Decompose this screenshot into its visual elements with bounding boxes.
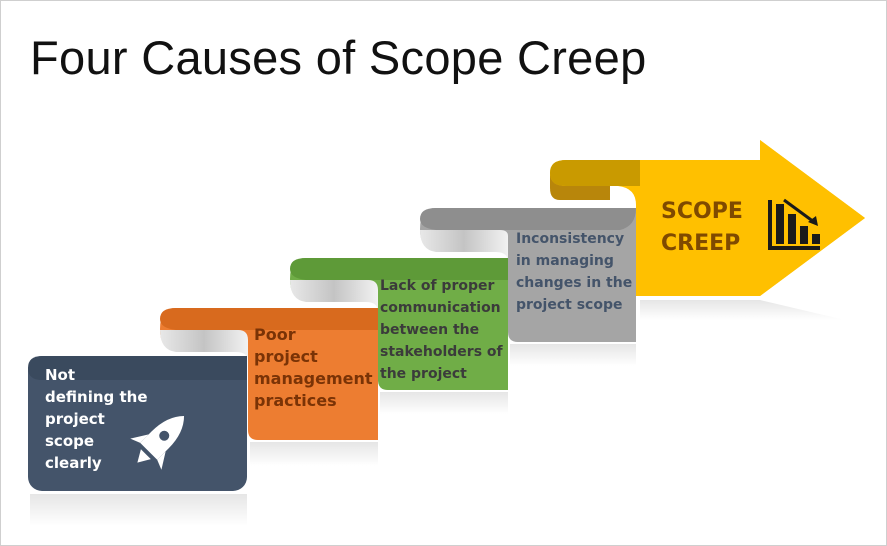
step-3-block bbox=[290, 258, 508, 414]
rocket-icon bbox=[130, 415, 185, 470]
step-4-line: Inconsistency bbox=[516, 231, 625, 247]
step-2-line: management bbox=[254, 369, 373, 388]
step-3-line: stakeholders of bbox=[380, 344, 503, 360]
step-1-line: project bbox=[45, 410, 105, 428]
arrow-reflection bbox=[640, 300, 845, 320]
step-1-line: scope bbox=[45, 432, 95, 450]
step-2-line: practices bbox=[254, 391, 337, 410]
chart-declining-icon bbox=[768, 198, 820, 250]
step-3-line: the project bbox=[380, 366, 467, 382]
step-3-line: between the bbox=[380, 322, 480, 338]
step-3-line: Lack of proper bbox=[380, 278, 495, 294]
step-2-block bbox=[160, 308, 378, 466]
step-1-line: clearly bbox=[45, 454, 102, 472]
step-1-line: Not bbox=[45, 366, 76, 384]
scope-creep-label: SCOPE CREEP bbox=[661, 196, 743, 260]
scope-creep-line: CREEP bbox=[661, 231, 741, 256]
step-2-text: Poor project management practices bbox=[254, 324, 373, 412]
step-4-line: project scope bbox=[516, 297, 623, 313]
scope-creep-arrow bbox=[550, 140, 865, 320]
step-2-line: Poor bbox=[254, 325, 296, 344]
step-3-line: communication bbox=[380, 300, 501, 316]
step-1-text: Not defining the project scope clearly bbox=[45, 364, 148, 474]
step-2-line: project bbox=[254, 347, 318, 366]
slide-title: Four Causes of Scope Creep bbox=[30, 31, 647, 84]
step-1-line: defining the bbox=[45, 388, 148, 406]
step-4-line: changes in the bbox=[516, 275, 633, 291]
scope-creep-line: SCOPE bbox=[661, 199, 743, 224]
step-4-text: Inconsistency in managing changes in the… bbox=[516, 228, 632, 316]
step-4-line: in managing bbox=[516, 253, 614, 269]
step-4-block bbox=[420, 208, 636, 366]
step-3-text: Lack of proper communication between the… bbox=[380, 275, 503, 385]
step-1-block bbox=[28, 356, 247, 526]
